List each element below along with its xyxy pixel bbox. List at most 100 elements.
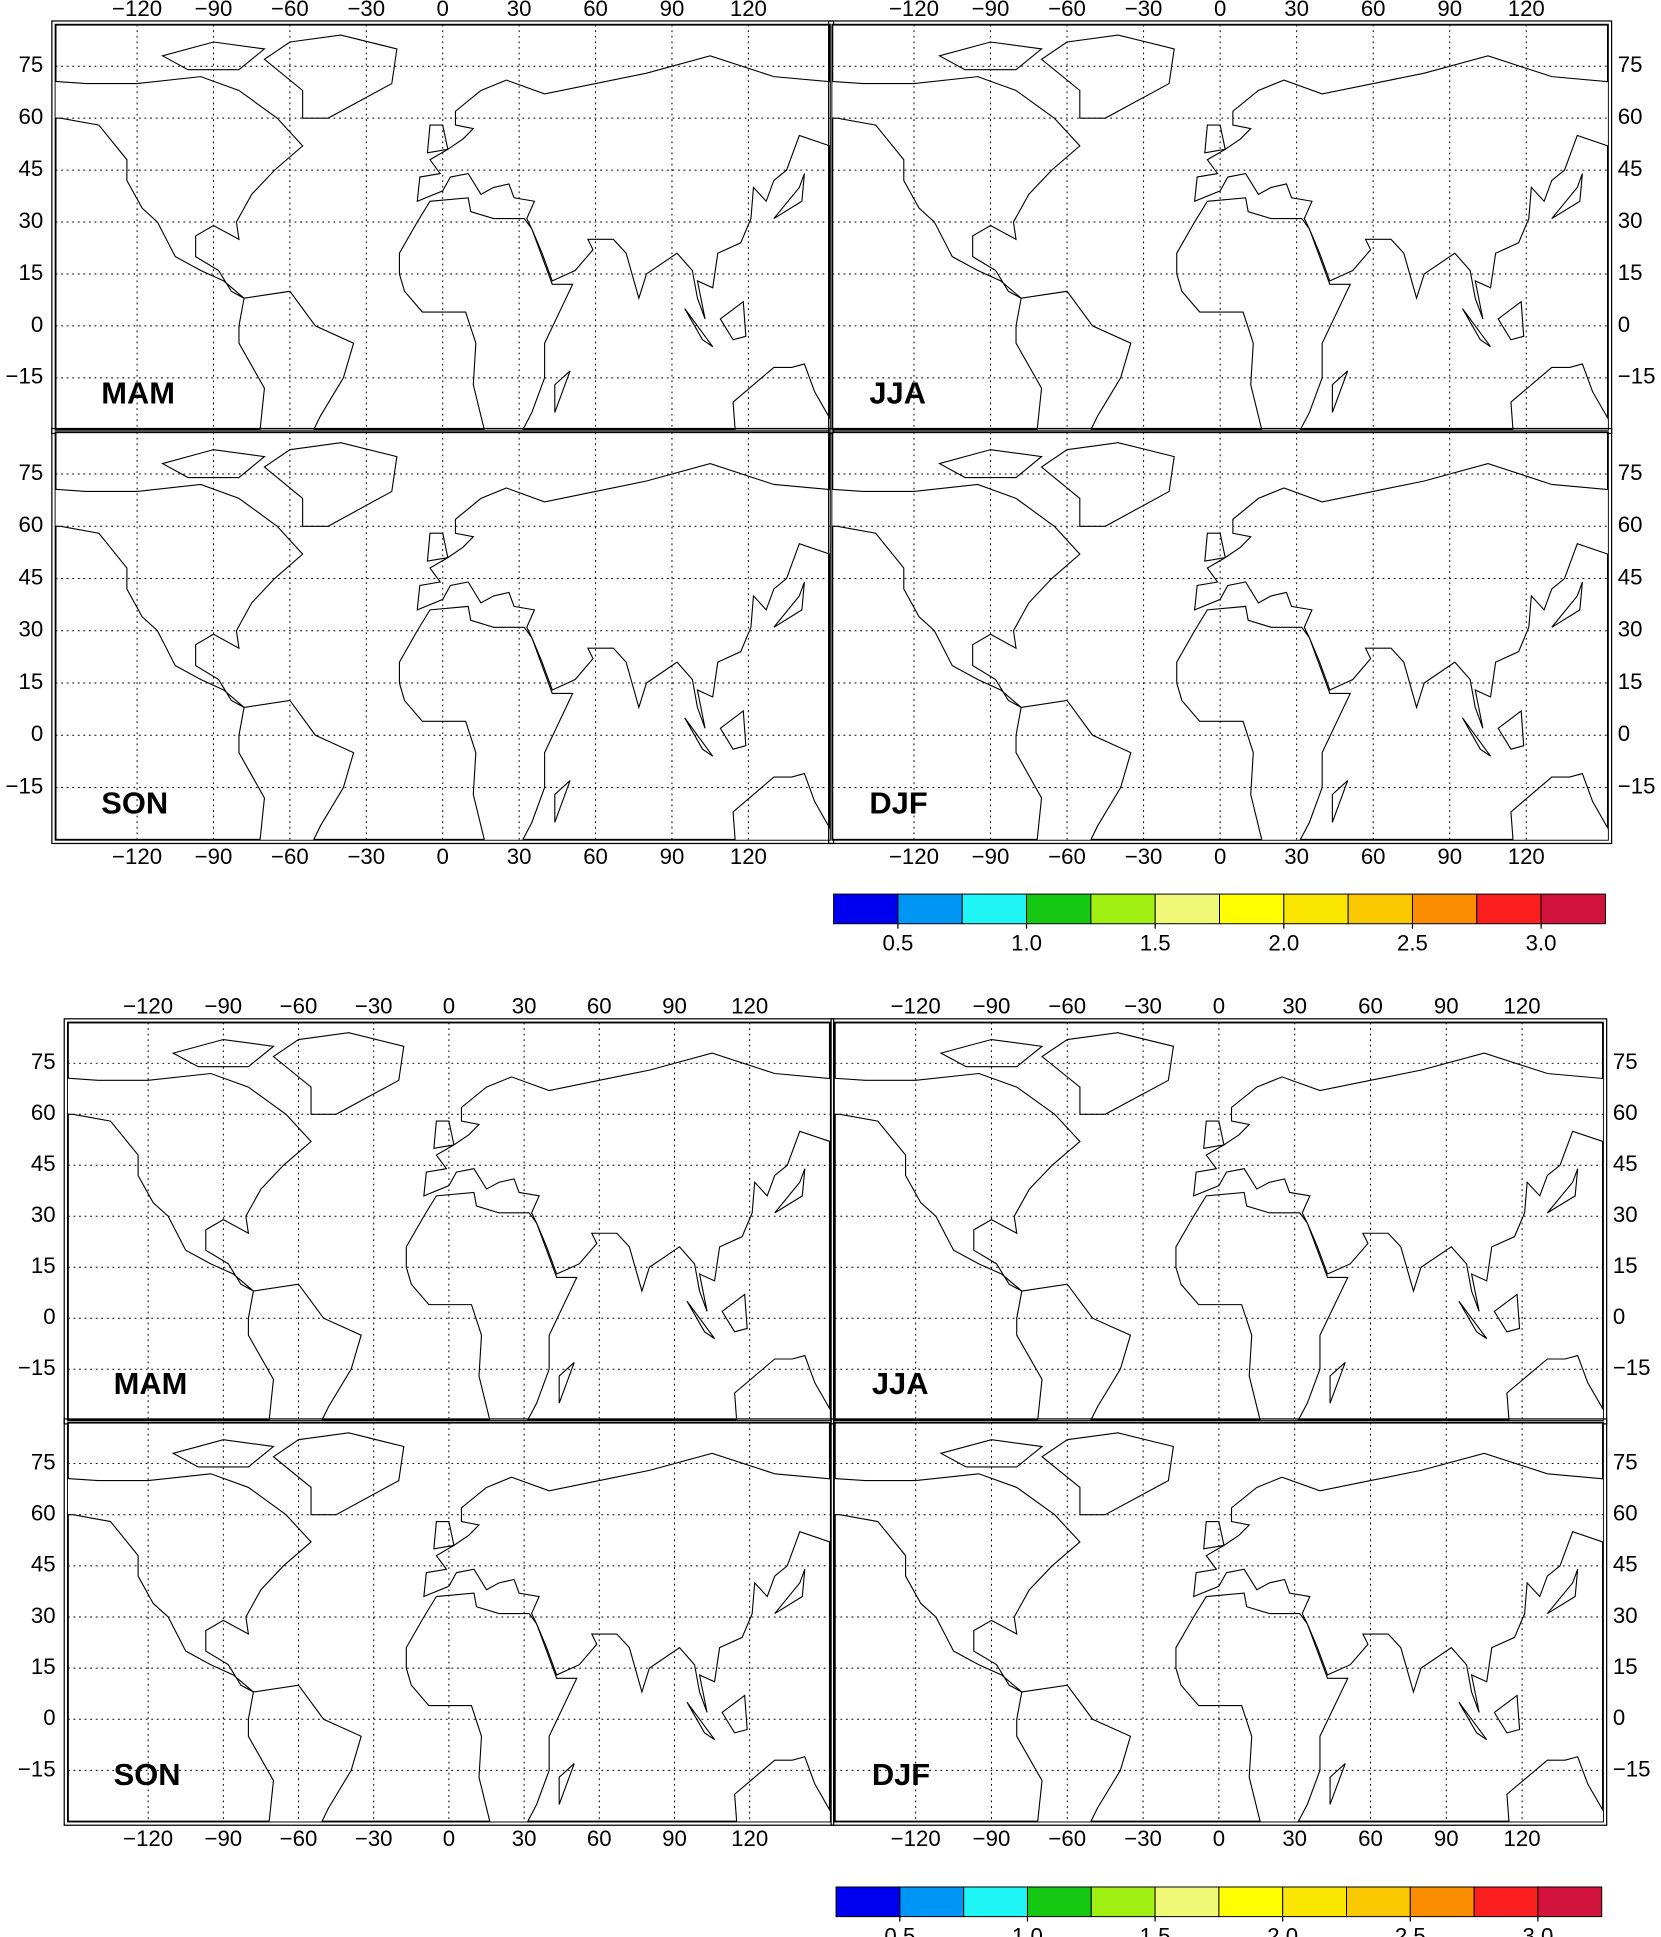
lat-tick-label: 15 — [1618, 669, 1643, 694]
lat-tick-label: 0 — [1613, 1705, 1625, 1730]
colorbar-swatch — [1540, 893, 1606, 925]
coastline — [247, 1283, 362, 1421]
lat-tick-label: 0 — [31, 312, 43, 337]
colorbar-swatch — [963, 1886, 1028, 1918]
lat-tick-label: 75 — [1618, 52, 1643, 77]
coastline — [684, 308, 714, 348]
lat-tick-label: 15 — [31, 1654, 56, 1679]
lon-tick-label: 120 — [730, 0, 767, 21]
lon-tick-label: 120 — [731, 1826, 768, 1851]
colorbar-swatch — [1219, 893, 1285, 925]
lon-tick-label: −90 — [204, 1826, 242, 1851]
lat-tick-label: −15 — [1618, 773, 1656, 798]
coastline — [398, 197, 574, 430]
lat-tick-label: 45 — [31, 1552, 56, 1577]
panel-label: SON — [101, 785, 168, 820]
lat-tick-label: 15 — [31, 1253, 56, 1278]
lon-tick-label: 60 — [1361, 844, 1386, 869]
colorbar-tick-label: 2.5 — [1395, 1923, 1426, 1937]
colorbar-swatch — [1476, 893, 1542, 925]
lon-tick-label: −60 — [1048, 994, 1086, 1019]
lon-tick-label: −90 — [973, 994, 1011, 1019]
colorbar-swatch — [1283, 893, 1349, 925]
lon-tick-label: −120 — [112, 844, 162, 869]
lat-tick-label: −15 — [1613, 1355, 1651, 1380]
coastline — [67, 1072, 312, 1292]
lat-tick-label: 45 — [1613, 1151, 1638, 1176]
colorbar-tick-label: 2.0 — [1268, 931, 1299, 956]
coastline — [161, 41, 266, 71]
lat-tick-label: −15 — [1618, 364, 1656, 389]
colorbar-tick-label: 1.5 — [1140, 931, 1171, 956]
lat-tick-label: 75 — [1618, 460, 1643, 485]
coastline — [834, 1473, 1081, 1693]
lat-tick-label: 30 — [31, 1603, 56, 1628]
map — [55, 34, 830, 430]
coastline — [938, 449, 1043, 479]
coastline — [1329, 1361, 1346, 1404]
coastline — [272, 1032, 405, 1115]
lon-tick-label: 0 — [437, 0, 449, 21]
lon-tick-label: 90 — [662, 994, 687, 1019]
colorbar-swatch — [1090, 893, 1156, 925]
panel-label: SON — [114, 1757, 181, 1792]
colorbar-tick-label: 2.5 — [1397, 931, 1428, 956]
coastline — [423, 1452, 830, 1713]
lat-tick-label: 30 — [1618, 208, 1643, 233]
lon-tick-label: −60 — [271, 0, 309, 21]
lon-tick-label: −60 — [280, 1826, 318, 1851]
coastline — [1192, 1452, 1603, 1713]
colorbar-swatch — [1411, 893, 1478, 925]
coastline — [832, 76, 1081, 299]
coastline — [1461, 717, 1491, 757]
coastline — [719, 709, 747, 750]
colorbar-swatch — [835, 1886, 901, 1918]
lon-tick-label: −120 — [123, 994, 173, 1019]
colorbar-tick-label: 1.0 — [1012, 1923, 1043, 1937]
panel-outer-frame — [830, 1418, 1608, 1826]
coastline — [832, 483, 1081, 708]
lon-tick-label: 0 — [1214, 844, 1226, 869]
lon-tick-label: −60 — [1048, 0, 1086, 21]
lat-tick-label: 60 — [19, 104, 44, 129]
colorbar-swatch — [1218, 1886, 1284, 1918]
lon-tick-label: −90 — [195, 844, 233, 869]
coastline — [423, 1052, 830, 1312]
lon-tick-label: 0 — [1214, 0, 1226, 21]
lat-tick-label: 45 — [19, 156, 44, 181]
lon-tick-label: 90 — [662, 1826, 687, 1851]
colorbar-swatch — [899, 1886, 965, 1918]
lon-tick-label: 120 — [731, 994, 768, 1019]
coastline — [734, 1354, 830, 1421]
coastline — [686, 1701, 716, 1741]
lat-tick-label: 75 — [19, 52, 44, 77]
map — [67, 1432, 830, 1822]
lat-tick-label: 30 — [19, 208, 44, 233]
lon-tick-label: −30 — [355, 1826, 393, 1851]
lon-tick-label: −120 — [112, 0, 162, 21]
coastline — [55, 483, 304, 708]
lon-tick-label: −90 — [973, 1826, 1011, 1851]
coastline — [405, 1191, 578, 1421]
lon-tick-label: 60 — [583, 844, 608, 869]
lon-tick-label: 60 — [587, 1826, 612, 1851]
lon-tick-label: 90 — [1437, 0, 1462, 21]
coastline — [1458, 1701, 1488, 1741]
lon-tick-label: −30 — [1125, 0, 1163, 21]
colorbar-swatch — [1473, 1886, 1539, 1918]
map — [67, 1032, 830, 1421]
coastline — [416, 462, 830, 729]
panel-label: JJA — [869, 375, 926, 410]
lat-tick-label: 60 — [1618, 104, 1643, 129]
lat-tick-label: 45 — [19, 564, 44, 589]
coastline — [719, 300, 747, 341]
lat-tick-label: 0 — [1613, 1304, 1625, 1329]
lat-tick-label: 60 — [31, 1100, 56, 1125]
colorbar-swatch — [1537, 1886, 1603, 1918]
lon-tick-label: 120 — [1504, 994, 1541, 1019]
lat-tick-label: −15 — [6, 773, 44, 798]
lon-tick-label: −60 — [1048, 1826, 1086, 1851]
lat-tick-label: 75 — [1613, 1049, 1638, 1074]
